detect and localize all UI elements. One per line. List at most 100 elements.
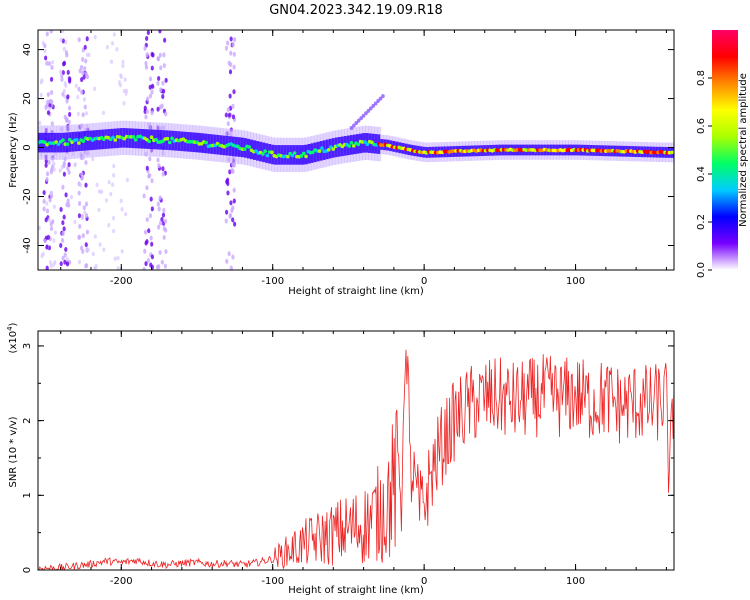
noise-speck xyxy=(60,237,65,243)
noise-speck xyxy=(97,207,101,213)
noise-speck xyxy=(49,191,53,196)
ridge-band xyxy=(265,143,269,163)
noise-speck xyxy=(121,63,125,69)
noise-speck xyxy=(41,40,45,46)
noise-speck xyxy=(81,233,85,239)
noise-speck xyxy=(58,69,62,74)
noise-speck xyxy=(145,217,149,223)
noise-speck xyxy=(78,200,82,206)
noise-speck xyxy=(80,245,84,251)
noise-speck xyxy=(149,196,153,202)
noise-speck xyxy=(231,42,235,48)
noise-speck xyxy=(52,161,56,166)
noise-speck xyxy=(109,191,113,197)
noise-speck xyxy=(63,81,67,86)
noise-speck xyxy=(61,38,65,44)
noise-speck xyxy=(79,182,83,188)
snr-x-label: Height of straight line (km) xyxy=(288,585,424,596)
noise-speck xyxy=(158,104,163,110)
noise-speck xyxy=(51,219,55,225)
ridge-band xyxy=(228,136,232,156)
noise-speck xyxy=(59,206,63,212)
ridge-band xyxy=(349,135,353,155)
snr-y-scale: (x104) xyxy=(6,322,19,353)
spectrogram-x-label: Height of straight line (km) xyxy=(288,286,424,297)
streak-speck xyxy=(361,113,366,118)
noise-speck xyxy=(228,69,233,75)
noise-speck xyxy=(62,214,66,220)
noise-speck xyxy=(83,210,87,215)
noise-speck xyxy=(45,177,49,183)
noise-speck xyxy=(227,251,231,257)
noise-speck xyxy=(68,78,72,84)
noise-speck xyxy=(80,77,84,83)
noise-speck xyxy=(162,63,166,69)
noise-speck xyxy=(148,84,152,90)
noise-speck xyxy=(80,89,84,95)
noise-speck xyxy=(61,184,65,190)
ridge-core xyxy=(242,147,247,151)
noise-speck xyxy=(142,193,146,199)
spectrogram-plot-area xyxy=(38,30,674,270)
noise-speck xyxy=(123,77,127,82)
noise-speck xyxy=(59,37,63,43)
noise-speck xyxy=(45,171,50,177)
noise-speck xyxy=(49,226,54,232)
noise-speck xyxy=(105,45,109,50)
noise-speck xyxy=(145,35,149,41)
noise-speck xyxy=(84,182,88,188)
noise-speck xyxy=(49,263,53,269)
noise-speck xyxy=(112,228,116,234)
noise-speck xyxy=(47,217,51,223)
noise-speck xyxy=(143,45,147,51)
ridge-band xyxy=(207,134,211,154)
noise-speck xyxy=(156,106,160,112)
noise-speck xyxy=(228,93,232,99)
noise-speck xyxy=(149,235,153,241)
noise-speck xyxy=(45,60,49,66)
noise-speck xyxy=(161,80,165,86)
noise-speck xyxy=(84,242,88,248)
ridge-core xyxy=(170,136,174,141)
noise-speck xyxy=(142,267,146,270)
ridge-core xyxy=(301,151,306,156)
noise-speck xyxy=(60,76,64,82)
noise-speck xyxy=(162,52,166,58)
ridge-band xyxy=(74,131,78,152)
noise-speck xyxy=(85,246,89,252)
figure-title: GN04.2023.342.19.09.R18 xyxy=(269,3,443,18)
noise-speck xyxy=(62,88,66,94)
snr-x-tick-label: 0 xyxy=(421,576,427,587)
noise-speck xyxy=(150,65,154,71)
noise-speck xyxy=(146,257,151,263)
ridge-core xyxy=(331,147,336,151)
noise-speck xyxy=(224,45,229,51)
noise-speck xyxy=(52,238,56,243)
snr-y-tick-label: 2 xyxy=(22,417,33,423)
ridge-core xyxy=(261,152,265,156)
noise-speck xyxy=(61,30,65,34)
noise-speck xyxy=(62,60,67,66)
noise-speck xyxy=(158,249,162,255)
ridge-core xyxy=(317,149,322,153)
noise-speck xyxy=(67,162,71,168)
noise-speck xyxy=(143,229,148,235)
noise-speck xyxy=(161,94,165,100)
streak-speck xyxy=(354,121,359,126)
noise-speck xyxy=(229,265,233,270)
noise-speck xyxy=(68,111,72,117)
ridge-core xyxy=(74,137,79,142)
noise-speck xyxy=(224,112,228,118)
noise-speck xyxy=(51,60,55,65)
noise-speck xyxy=(226,40,230,46)
noise-speck xyxy=(157,224,161,230)
ridge-band xyxy=(337,137,341,157)
noise-speck xyxy=(93,234,97,239)
snr-panel: -200 -100 0 100 0 1 2 3 Height of straight lin… xyxy=(6,322,675,596)
snr-x-ticks: -200 -100 0 100 xyxy=(60,331,667,587)
ridge-core xyxy=(286,154,290,159)
noise-speck xyxy=(38,120,42,126)
streak-speck xyxy=(381,94,385,99)
